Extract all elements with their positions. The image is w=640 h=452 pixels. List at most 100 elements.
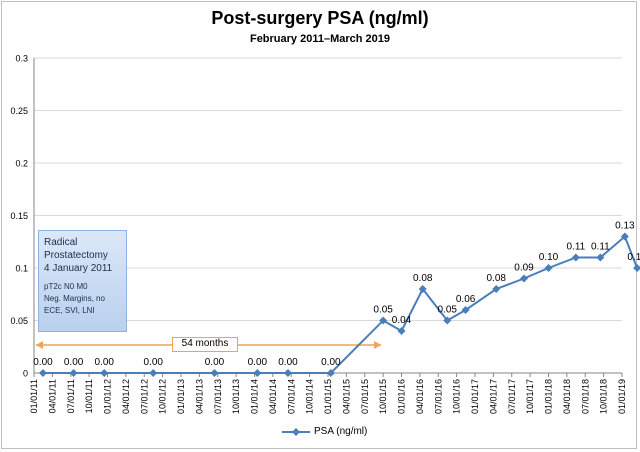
x-tick-label: 01/01/15 bbox=[323, 379, 333, 414]
x-tick-label: 07/01/16 bbox=[433, 379, 443, 414]
x-tick-label: 07/01/12 bbox=[139, 379, 149, 414]
data-point bbox=[326, 369, 335, 377]
x-tick-label: 07/01/11 bbox=[66, 379, 76, 413]
data-label: 0.10 bbox=[627, 252, 640, 263]
x-tick-label: 01/01/19 bbox=[617, 379, 627, 414]
y-tick-label: 0.15 bbox=[10, 211, 28, 221]
y-tick-label: 0.05 bbox=[10, 316, 28, 326]
x-tick-label: 10/01/13 bbox=[231, 379, 241, 414]
data-label: 0.13 bbox=[615, 221, 635, 232]
x-tick-label: 10/01/16 bbox=[452, 379, 462, 414]
x-tick-label: 07/01/15 bbox=[360, 379, 370, 414]
x-tick-label: 04/01/11 bbox=[47, 379, 57, 413]
x-tick-label: 04/01/16 bbox=[415, 379, 425, 414]
data-point bbox=[461, 306, 470, 314]
data-label: 0.06 bbox=[456, 294, 476, 305]
x-tick-label: 07/01/13 bbox=[213, 379, 223, 414]
x-tick-label: 04/01/12 bbox=[121, 379, 131, 414]
data-point bbox=[443, 316, 452, 325]
x-tick-label: 04/01/15 bbox=[341, 379, 351, 414]
data-point bbox=[69, 369, 78, 377]
annotation-detail: pT2c N0 M0 Neg. Margins, no ECE, SVI, LN… bbox=[44, 281, 121, 317]
data-label: 0.00 bbox=[33, 357, 53, 368]
annotation-line: 4 January 2011 bbox=[44, 263, 113, 274]
data-point bbox=[596, 253, 605, 262]
data-label: 0.04 bbox=[392, 315, 412, 326]
data-point bbox=[620, 232, 629, 241]
legend: PSA (ng/ml) bbox=[282, 426, 367, 437]
y-tick-label: 0 bbox=[23, 369, 28, 379]
data-label: 0.00 bbox=[248, 357, 268, 368]
data-point bbox=[38, 369, 47, 377]
x-tick-label: 01/01/11 bbox=[29, 379, 39, 413]
data-point bbox=[397, 327, 406, 335]
y-tick-label: 0.3 bbox=[15, 54, 28, 64]
months-label: 54 months bbox=[172, 337, 238, 352]
x-tick-label: 01/01/12 bbox=[103, 379, 113, 414]
x-tick-label: 04/01/17 bbox=[488, 379, 498, 414]
data-point bbox=[253, 369, 262, 377]
data-point bbox=[418, 285, 427, 293]
surgery-annotation-box: Radical Prostatectomy 4 January 2011 pT2… bbox=[38, 230, 127, 332]
x-tick-label: 10/01/14 bbox=[305, 379, 315, 414]
data-label: 0.00 bbox=[321, 357, 341, 368]
months-arrow-right-head bbox=[374, 341, 382, 349]
data-point bbox=[100, 369, 109, 377]
data-label: 0.10 bbox=[539, 252, 559, 263]
x-tick-label: 04/01/14 bbox=[268, 379, 278, 414]
data-point bbox=[520, 274, 528, 283]
chart-subtitle: February 2011–March 2019 bbox=[249, 33, 391, 45]
x-tick-label: 10/01/15 bbox=[378, 379, 388, 414]
x-tick-label: 10/01/18 bbox=[599, 379, 609, 414]
data-label: 0.09 bbox=[514, 263, 534, 274]
x-tick-label: 10/01/12 bbox=[158, 379, 168, 414]
data-label: 0.05 bbox=[437, 305, 457, 316]
data-label: 0.08 bbox=[486, 273, 506, 284]
data-point bbox=[492, 285, 501, 293]
data-point bbox=[283, 369, 292, 377]
data-label: 0.11 bbox=[591, 242, 610, 253]
x-tick-label: 04/01/18 bbox=[562, 379, 572, 414]
x-tick-label: 01/01/13 bbox=[176, 379, 186, 414]
annotation-detail-line: Neg. Margins, no bbox=[44, 294, 105, 303]
data-label: 0.11 bbox=[566, 242, 585, 253]
legend-marker-icon bbox=[282, 427, 310, 436]
data-label: 0.00 bbox=[278, 357, 298, 368]
x-tick-label: 04/01/13 bbox=[194, 379, 204, 414]
x-tick-label: 01/01/16 bbox=[397, 379, 407, 414]
annotation-detail-line: pT2c N0 M0 bbox=[44, 282, 88, 291]
data-label: 0.00 bbox=[94, 357, 114, 368]
series-line bbox=[42, 234, 639, 374]
annotation-line: Radical bbox=[44, 237, 78, 248]
legend-label: PSA (ng/ml) bbox=[314, 426, 368, 437]
y-tick-label: 0.2 bbox=[15, 159, 28, 169]
chart-title: Post-surgery PSA (ng/ml) bbox=[211, 8, 429, 28]
data-point bbox=[149, 369, 158, 377]
data-point bbox=[633, 264, 640, 272]
x-tick-label: 10/01/17 bbox=[525, 379, 535, 414]
x-tick-label: 10/01/11 bbox=[84, 379, 94, 413]
data-point bbox=[210, 369, 219, 377]
y-tick-label: 0.1 bbox=[15, 264, 28, 274]
data-label: 0.00 bbox=[64, 357, 84, 368]
x-tick-label: 01/01/17 bbox=[470, 379, 480, 414]
x-tick-label: 07/01/14 bbox=[286, 379, 296, 414]
x-tick-label: 01/01/18 bbox=[544, 379, 554, 414]
data-label: 0.05 bbox=[373, 305, 393, 316]
data-label: 0.00 bbox=[143, 357, 163, 368]
annotation-line: Prostatectomy bbox=[44, 250, 108, 261]
annotation-detail-line: ECE, SVI, LNI bbox=[44, 306, 95, 315]
data-point bbox=[379, 316, 388, 325]
data-point bbox=[544, 264, 553, 272]
x-tick-label: 07/01/18 bbox=[580, 379, 590, 414]
data-label: 0.00 bbox=[205, 357, 225, 368]
months-arrow-left-head bbox=[36, 341, 43, 349]
data-point bbox=[571, 253, 580, 262]
data-label: 0.08 bbox=[413, 273, 433, 284]
x-tick-label: 07/01/17 bbox=[507, 379, 517, 414]
x-tick-label: 01/01/14 bbox=[250, 379, 260, 414]
y-tick-label: 0.25 bbox=[10, 106, 28, 116]
